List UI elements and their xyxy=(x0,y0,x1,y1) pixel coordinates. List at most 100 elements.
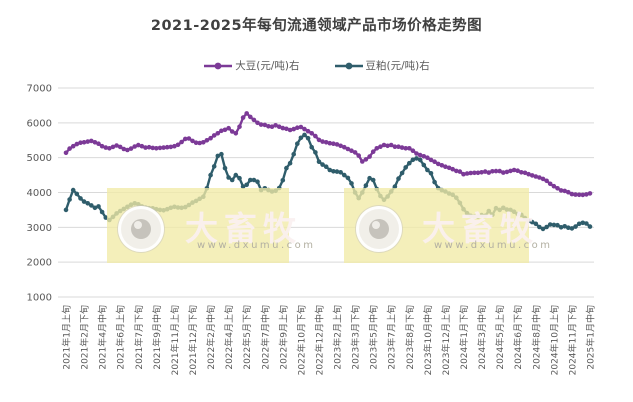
x-tick-label: 2022年2月中旬 xyxy=(205,305,217,370)
chart-title: 2021-2025年每旬流通领域产品市场价格走势图 xyxy=(150,18,483,34)
series-1-point xyxy=(204,186,210,191)
series-1-point xyxy=(558,225,564,230)
series-1-point xyxy=(298,135,304,141)
series-0-point xyxy=(132,144,137,149)
x-tick-label: 2022年9月上旬 xyxy=(277,305,289,370)
series-0-point xyxy=(323,140,329,145)
series-1-point xyxy=(287,160,293,166)
series-1-point xyxy=(432,179,437,185)
series-0-point xyxy=(74,141,80,147)
series-1-point xyxy=(320,162,325,167)
series-1-point xyxy=(316,159,322,164)
series-0-point xyxy=(240,115,246,120)
series-1-point xyxy=(566,225,571,230)
series-0-point xyxy=(555,186,560,191)
series-0-point xyxy=(204,138,210,143)
series-0-point xyxy=(233,131,239,136)
x-tick-label: 2021年11月上旬 xyxy=(169,305,181,375)
series-0-point xyxy=(551,183,557,189)
series-0-point xyxy=(121,146,127,152)
series-0-point xyxy=(179,139,184,145)
x-tick-label: 2024年8月中旬 xyxy=(530,305,542,370)
x-tick-label: 2025年1月中旬 xyxy=(585,305,597,370)
series-1-point xyxy=(284,165,289,171)
series-1-point xyxy=(385,194,390,199)
series-0-point xyxy=(190,138,195,144)
series-0-point xyxy=(193,140,199,145)
series-1-point xyxy=(399,170,405,176)
legend-item-soybean-meal[interactable]: 豆粕(元/吨)右 xyxy=(334,58,430,73)
series-0-point xyxy=(266,124,271,129)
series-1-point xyxy=(110,214,116,220)
x-tick-label: 2021年9月中旬 xyxy=(151,305,163,370)
series-0-point xyxy=(78,140,83,145)
series-0-point xyxy=(414,151,419,156)
series-0-point xyxy=(374,146,380,151)
series-0-point xyxy=(508,168,513,174)
series-0-point xyxy=(302,126,307,132)
series-0-point xyxy=(295,125,300,130)
series-0-point xyxy=(396,144,401,149)
series-0-point xyxy=(63,150,69,156)
series-0-point xyxy=(450,166,456,172)
series-1-point xyxy=(349,181,354,186)
x-tick-label: 2024年5月上旬 xyxy=(494,305,506,370)
series-1-point xyxy=(338,170,343,175)
x-tick-label: 2023年7月上旬 xyxy=(386,305,398,370)
series-0-point xyxy=(248,114,253,120)
series-0-point xyxy=(229,129,235,134)
series-0-point xyxy=(569,191,575,197)
series-1-point xyxy=(457,200,463,206)
series-1-point xyxy=(392,184,398,189)
series-0-point xyxy=(70,143,76,149)
series-0-point xyxy=(479,170,484,175)
series-0-point xyxy=(454,168,459,174)
series-0-point xyxy=(164,144,170,150)
series-0-point xyxy=(367,154,372,159)
series-0-point xyxy=(349,148,354,153)
series-0-point xyxy=(125,147,130,153)
x-tick-label: 2023年10月中旬 xyxy=(422,305,434,375)
series-0-point xyxy=(305,128,311,134)
series-0-point xyxy=(211,133,217,138)
series-0-point xyxy=(334,142,340,147)
series-1-point xyxy=(201,194,206,199)
series-1-point xyxy=(540,226,546,232)
series-0-point xyxy=(490,169,495,174)
series-0-point xyxy=(89,138,94,144)
x-tick-label: 2024年6月下旬 xyxy=(512,305,524,370)
series-1-point xyxy=(251,177,257,183)
series-0-point xyxy=(168,144,174,150)
series-0-point xyxy=(482,169,488,174)
series-1-point xyxy=(461,206,466,212)
series-0-point xyxy=(537,175,542,180)
legend-label-soybean-meal: 豆粕(元/吨)右 xyxy=(365,60,430,72)
series-1-point xyxy=(522,215,528,221)
series-0-point xyxy=(320,139,325,144)
series-1-point xyxy=(403,165,409,170)
series-1-point xyxy=(555,222,560,228)
x-tick-label: 2021年4月中旬 xyxy=(97,305,109,370)
series-0-point xyxy=(501,170,506,175)
series-1-point xyxy=(410,157,416,163)
series-0-point xyxy=(81,140,87,145)
series-1-point xyxy=(237,175,242,181)
legend-label-soybean: 大豆(元/吨)右 xyxy=(235,60,300,72)
series-1-point xyxy=(490,212,495,218)
series-1-point xyxy=(576,221,582,227)
series-0-point xyxy=(107,146,112,151)
series-1-point xyxy=(551,222,557,228)
series-1-point xyxy=(378,193,383,199)
series-0-point xyxy=(407,146,412,151)
legend-item-soybean[interactable]: 大豆(元/吨)右 xyxy=(203,58,300,73)
series-0-point xyxy=(446,165,452,171)
series-0-point xyxy=(576,192,582,198)
series-0-point xyxy=(493,168,499,174)
series-1-point xyxy=(417,157,423,163)
x-tick-label: 2022年12月中旬 xyxy=(313,305,325,375)
series-1-point xyxy=(374,186,380,192)
series-0-point xyxy=(226,125,231,131)
series-1-point xyxy=(381,197,387,203)
series-1-point xyxy=(280,178,286,183)
soybean-meal-line-swatch-icon xyxy=(334,62,363,69)
